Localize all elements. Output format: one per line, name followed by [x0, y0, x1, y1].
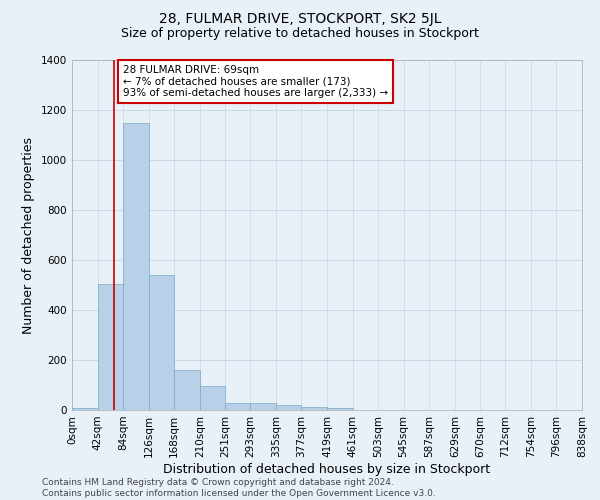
Bar	[301, 407, 327, 410]
Y-axis label: Number of detached properties: Number of detached properties	[22, 136, 35, 334]
Bar	[250, 403, 276, 410]
Bar	[123, 122, 149, 410]
Text: 28 FULMAR DRIVE: 69sqm
← 7% of detached houses are smaller (173)
93% of semi-det: 28 FULMAR DRIVE: 69sqm ← 7% of detached …	[123, 65, 388, 98]
Bar	[72, 408, 98, 410]
Bar	[200, 386, 225, 410]
Bar	[174, 370, 200, 410]
Text: Size of property relative to detached houses in Stockport: Size of property relative to detached ho…	[121, 28, 479, 40]
Text: Contains HM Land Registry data © Crown copyright and database right 2024.
Contai: Contains HM Land Registry data © Crown c…	[42, 478, 436, 498]
Bar	[327, 408, 353, 410]
Bar	[149, 275, 174, 410]
Text: 28, FULMAR DRIVE, STOCKPORT, SK2 5JL: 28, FULMAR DRIVE, STOCKPORT, SK2 5JL	[159, 12, 441, 26]
Bar	[276, 405, 301, 410]
Bar	[225, 403, 250, 410]
X-axis label: Distribution of detached houses by size in Stockport: Distribution of detached houses by size …	[163, 462, 491, 475]
Bar	[98, 284, 123, 410]
